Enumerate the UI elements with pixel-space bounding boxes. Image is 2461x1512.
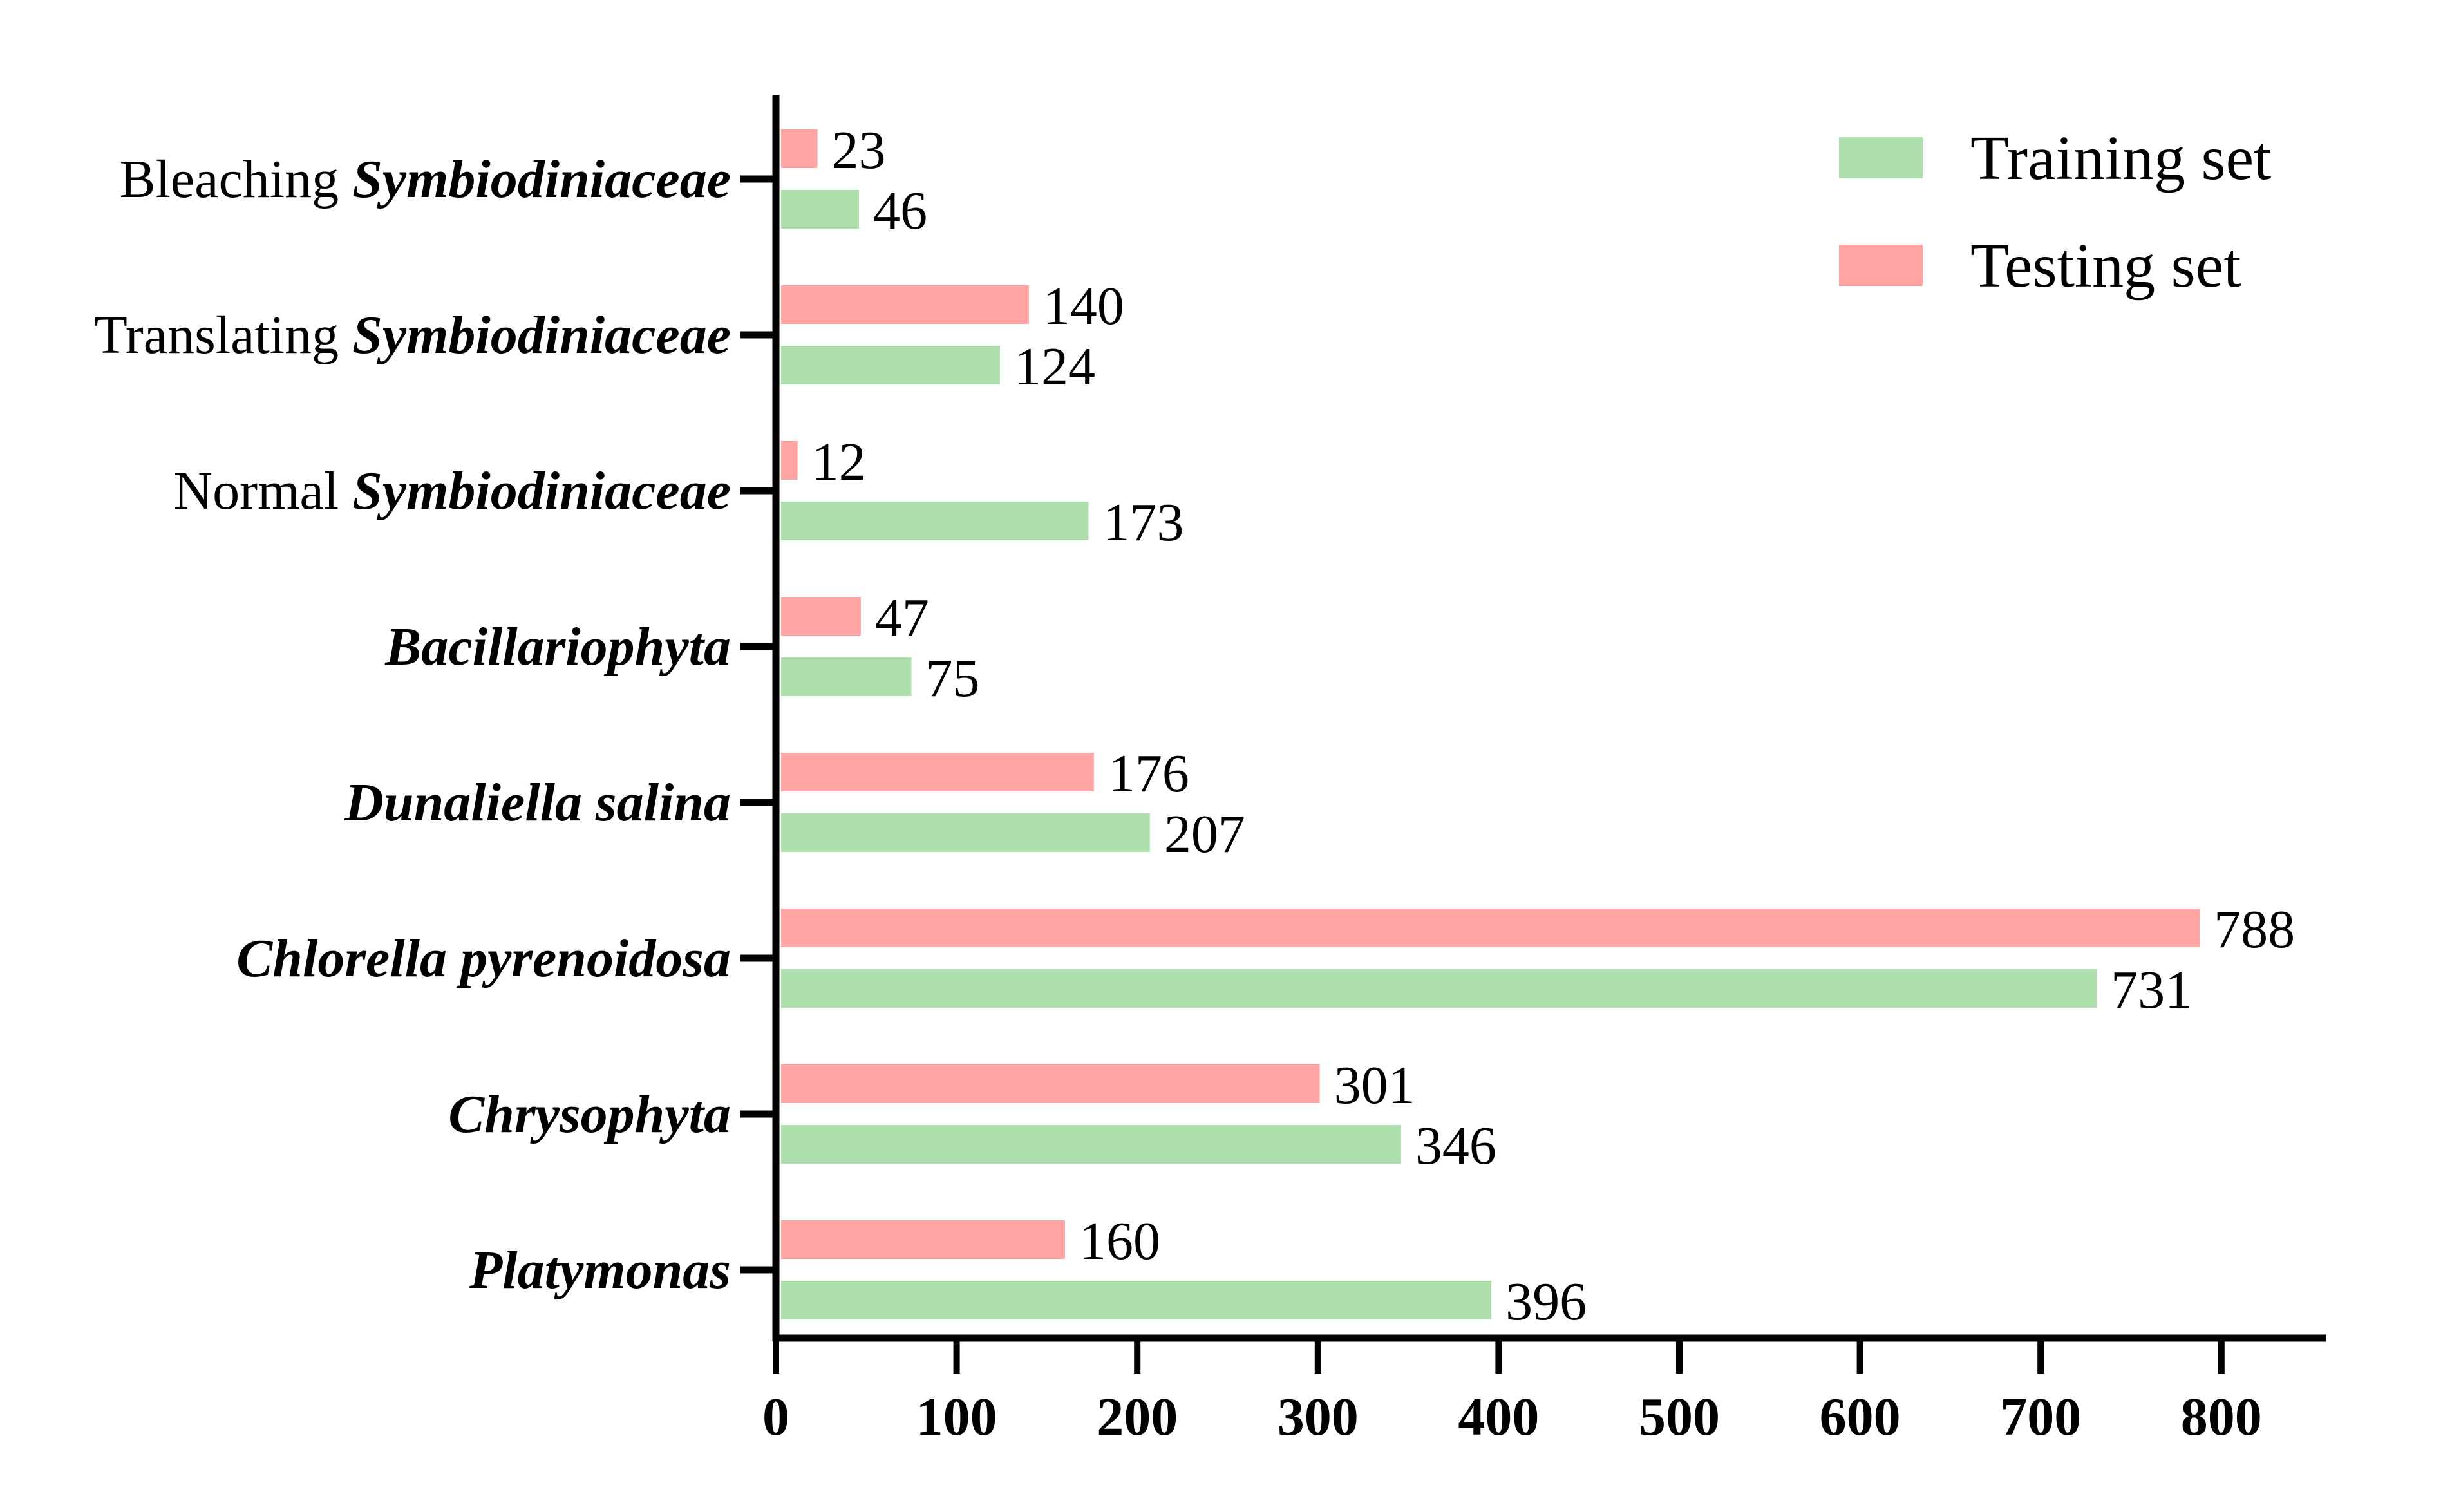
data-label-bacillariophyta-series-1: 47 — [875, 588, 929, 648]
category-label-bleaching: Bleaching Symbiodiniaceae — [120, 149, 731, 209]
category-label-italic: Symbiodiniaceae — [352, 461, 731, 521]
x-tick-label-400: 400 — [1458, 1387, 1539, 1447]
bar-bleaching-series-0 — [781, 190, 860, 229]
category-label-italic: Bacillariophyta — [384, 617, 731, 677]
legend-swatch-1 — [1839, 245, 1923, 286]
category-label-translating: Translating Symbiodiniaceae — [94, 305, 731, 365]
data-label-normal-series-1: 12 — [812, 432, 866, 492]
data-label-chrysophyta-series-0: 346 — [1415, 1116, 1496, 1176]
legend-swatch-0 — [1839, 137, 1923, 178]
category-label-italic: Chrysophyta — [448, 1084, 731, 1144]
data-label-translating-series-1: 140 — [1043, 276, 1124, 336]
bar-bacillariophyta-series-0 — [781, 657, 912, 696]
category-label-italic: Platymonas — [469, 1240, 731, 1300]
bar-platymonas-series-1 — [781, 1220, 1065, 1259]
category-label-italic: Dunaliella salina — [344, 773, 731, 833]
category-label-dunaliella: Dunaliella salina — [344, 773, 731, 833]
bar-chlorella-series-1 — [781, 909, 2200, 947]
category-label-italic: Symbiodiniaceae — [352, 305, 731, 365]
data-label-normal-series-0: 173 — [1102, 493, 1183, 553]
x-tick-label-300: 300 — [1278, 1387, 1359, 1447]
data-label-bleaching-series-1: 23 — [832, 120, 886, 180]
bar-normal-series-1 — [781, 441, 798, 480]
x-tick-label-0: 0 — [762, 1387, 789, 1447]
category-label-normal: Normal Symbiodiniaceae — [173, 461, 731, 521]
x-tick-label-600: 600 — [1820, 1387, 1901, 1447]
category-label-prefix: Translating — [94, 305, 352, 365]
bar-dunaliella-series-0 — [781, 813, 1150, 852]
category-label-platymonas: Platymonas — [469, 1240, 731, 1300]
category-label-chrysophyta: Chrysophyta — [448, 1084, 731, 1144]
legend-label-1: Testing set — [1970, 231, 2241, 301]
category-label-italic: Symbiodiniaceae — [352, 149, 731, 209]
bar-bacillariophyta-series-1 — [781, 597, 861, 636]
category-label-bacillariophyta: Bacillariophyta — [384, 617, 731, 677]
data-label-bacillariophyta-series-0: 75 — [925, 648, 979, 708]
bar-normal-series-0 — [781, 502, 1089, 540]
data-label-platymonas-series-1: 160 — [1079, 1211, 1160, 1271]
data-label-platymonas-series-0: 396 — [1505, 1272, 1587, 1332]
x-tick-label-100: 100 — [916, 1387, 997, 1447]
bar-chrysophyta-series-0 — [781, 1125, 1401, 1164]
x-tick-label-800: 800 — [2181, 1387, 2262, 1447]
data-label-chlorella-series-0: 731 — [2111, 960, 2192, 1020]
bar-platymonas-series-0 — [781, 1281, 1492, 1319]
x-tick-label-700: 700 — [2000, 1387, 2081, 1447]
x-tick-label-500: 500 — [1639, 1387, 1720, 1447]
data-label-chlorella-series-1: 788 — [2214, 900, 2295, 959]
data-label-translating-series-0: 124 — [1014, 337, 1095, 397]
bar-dunaliella-series-1 — [781, 753, 1094, 791]
bar-chlorella-series-0 — [781, 969, 2097, 1008]
x-tick-label-200: 200 — [1097, 1387, 1178, 1447]
category-label-prefix: Bleaching — [120, 149, 353, 209]
data-label-chrysophyta-series-1: 301 — [1334, 1055, 1415, 1115]
category-label-prefix: Normal — [173, 461, 352, 521]
legend-label-0: Training set — [1970, 124, 2271, 193]
bar-translating-series-0 — [781, 346, 1000, 384]
category-label-italic: Chlorella pyrenoidosa — [236, 929, 731, 988]
category-label-chlorella: Chlorella pyrenoidosa — [236, 929, 731, 988]
data-label-dunaliella-series-1: 176 — [1108, 744, 1189, 804]
bar-translating-series-1 — [781, 285, 1029, 324]
bar-bleaching-series-1 — [781, 129, 818, 168]
bar-chrysophyta-series-1 — [781, 1064, 1320, 1103]
data-label-bleaching-series-0: 46 — [873, 181, 927, 241]
data-label-dunaliella-series-0: 207 — [1164, 804, 1245, 864]
